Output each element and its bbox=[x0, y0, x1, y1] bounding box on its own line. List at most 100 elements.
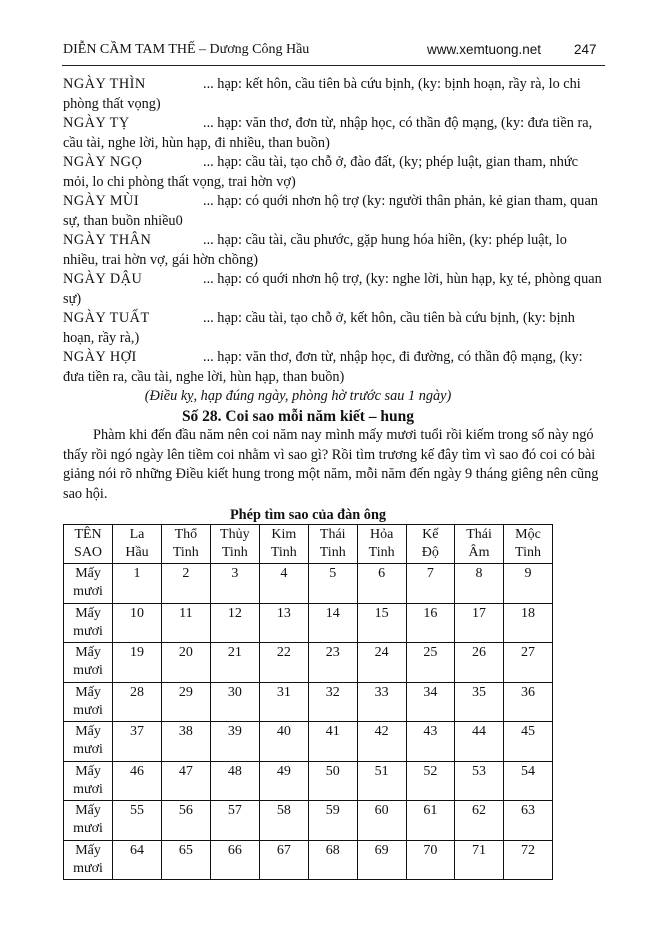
table-cell: Mấy mươi bbox=[62, 602, 114, 643]
table-caption: Phép tìm sao của đàn ông bbox=[229, 507, 387, 523]
table-cell: 52 bbox=[405, 760, 456, 801]
cell-line: Mấy bbox=[75, 566, 101, 581]
table-cell: Mộc Tinh bbox=[503, 524, 553, 564]
table-cell: Kế Độ bbox=[405, 524, 456, 564]
table-cell: Mấy mươi bbox=[62, 721, 114, 762]
book-title: DIỄN CẦM TAM THẾ – Dương Công Hầu bbox=[63, 42, 310, 57]
table-cell: 22 bbox=[258, 642, 309, 683]
day-entry: NGÀY NGỌ... hạp: cầu tài, tạo chỗ ở, đào… bbox=[63, 153, 603, 192]
cell-line: Tinh bbox=[515, 545, 541, 560]
table-cell: 40 bbox=[258, 721, 309, 762]
table-cell: 20 bbox=[160, 642, 211, 683]
table-cell: 23 bbox=[307, 642, 358, 683]
cell-line: Thái bbox=[466, 527, 492, 542]
section-title: Số 28. Coi sao mỗi năm kiết – hung bbox=[181, 407, 415, 425]
table-cell: 63 bbox=[503, 800, 553, 841]
day-entry: NGÀY TUẤT... hạp: cầu tài, tạo chỗ ở, kế… bbox=[63, 309, 603, 348]
table-cell: 70 bbox=[405, 839, 456, 880]
table-cell: 51 bbox=[356, 760, 407, 801]
day-name: NGÀY NGỌ bbox=[63, 154, 143, 170]
cell-line: mươi bbox=[73, 663, 103, 678]
cell-line: mươi bbox=[73, 821, 103, 836]
table-row: Mấy mươi 64 65 66 67 68 69 70 71 72 bbox=[62, 839, 553, 880]
table-cell: 9 bbox=[503, 563, 553, 604]
cell-line: Tinh bbox=[172, 545, 199, 560]
table-cell: 21 bbox=[209, 642, 260, 683]
day-text: ... hạp: cầu tài, tạo chỗ ở, kết hôn, cầ… bbox=[63, 310, 575, 346]
table-cell: 16 bbox=[405, 602, 456, 643]
day-entry: NGÀY THÂN... hạp: cầu tài, cầu phước, gặ… bbox=[63, 231, 603, 270]
cell-line: Thổ bbox=[174, 527, 198, 542]
table-cell: 15 bbox=[356, 602, 407, 643]
table-cell: 67 bbox=[258, 839, 309, 880]
table-cell: 37 bbox=[112, 721, 162, 762]
cell-line: Mấy bbox=[75, 803, 101, 818]
cell-line: Hỏa bbox=[369, 527, 394, 542]
cell-line: Tinh bbox=[221, 545, 248, 560]
table-cell: 64 bbox=[112, 839, 162, 880]
table-cell: 56 bbox=[160, 800, 211, 841]
table-cell: 12 bbox=[209, 602, 260, 643]
page-body: NGÀY THÌN... hạp: kết hôn, cầu tiên bà c… bbox=[62, 75, 603, 880]
table-row: Mấy mươi 19 20 21 22 23 24 25 26 27 bbox=[62, 642, 553, 683]
table-cell: Kim Tinh bbox=[258, 524, 309, 564]
cell-line: Tinh bbox=[319, 545, 346, 560]
day-entries: NGÀY THÌN... hạp: kết hôn, cầu tiên bà c… bbox=[63, 75, 603, 387]
day-entry: NGÀY THÌN... hạp: kết hôn, cầu tiên bà c… bbox=[63, 75, 603, 114]
table-cell: Mấy mươi bbox=[62, 642, 114, 683]
table-cell: 36 bbox=[503, 681, 553, 722]
table-cell: 65 bbox=[160, 839, 211, 880]
table-cell: 31 bbox=[258, 681, 309, 722]
cell-line: mươi bbox=[73, 623, 103, 639]
table-cell: Hỏa Tinh bbox=[356, 524, 407, 564]
table-cell: 28 bbox=[112, 681, 162, 722]
table-cell: 61 bbox=[405, 800, 456, 841]
day-name: NGÀY TỴ bbox=[63, 115, 130, 131]
day-entry: NGÀY MÙI... hạp: có quới nhơn hộ trợ (ky… bbox=[63, 192, 603, 231]
table-cell: 41 bbox=[307, 721, 358, 762]
table-row: Mấy mươi 55 56 57 58 59 60 61 62 63 bbox=[62, 800, 553, 841]
table-cell: TÊN SAO bbox=[62, 524, 114, 564]
day-entry: NGÀY TỴ... hạp: văn thơ, đơn từ, nhập họ… bbox=[63, 114, 603, 153]
table-cell: 4 bbox=[258, 563, 309, 604]
table-cell: 5 bbox=[307, 563, 358, 604]
cell-line: Mấy bbox=[75, 724, 101, 739]
table-cell: La Hầu bbox=[112, 524, 162, 564]
table-row: Mấy mươi 10 11 12 13 14 15 16 17 18 bbox=[62, 602, 553, 643]
table-cell: Thái Tinh bbox=[307, 524, 358, 564]
day-text: ... hạp: cầu tài, cầu phước, gặp hung hó… bbox=[63, 232, 567, 268]
cell-line: mươi bbox=[73, 702, 103, 718]
table-cell: 58 bbox=[258, 800, 309, 841]
cell-line: Mấy bbox=[75, 605, 101, 621]
table-header-row: TÊN SAO La Hầu Thổ Tinh Thủy Tinh Kim Tinh Thái Tin… bbox=[62, 524, 553, 564]
day-text: ... hạp: có quới nhơn hộ trợ, (ky: nghe … bbox=[63, 271, 602, 307]
website-link[interactable]: www.xemtuong.net bbox=[427, 42, 542, 57]
day-text: ... hạp: cầu tài, tạo chỗ ở, đào đất, (k… bbox=[63, 154, 579, 190]
table-cell: 59 bbox=[307, 800, 358, 841]
table-cell: 3 bbox=[209, 563, 260, 604]
cell-line: Mấy bbox=[75, 684, 101, 700]
table-cell: 66 bbox=[209, 839, 260, 880]
day-text: ... hạp: văn thơ, đơn từ, nhập học, đi đ… bbox=[63, 349, 583, 385]
table-cell: 46 bbox=[112, 760, 162, 801]
table-cell: 60 bbox=[356, 800, 407, 841]
cell-line: Mấy bbox=[75, 645, 101, 660]
header-divider bbox=[62, 65, 605, 66]
cell-line: Thủy bbox=[220, 527, 250, 542]
note: (Điều kỵ, hạp đúng ngày, phòng hờ trước … bbox=[144, 388, 452, 404]
table-cell: 27 bbox=[503, 642, 553, 683]
cell-line: Mấy bbox=[75, 842, 101, 858]
table-cell: 29 bbox=[160, 681, 211, 722]
cell-line: Tinh bbox=[270, 545, 297, 560]
cell-line: TÊN bbox=[74, 527, 102, 542]
table-cell: 14 bbox=[307, 602, 358, 643]
cell-line: mươi bbox=[73, 781, 103, 797]
table-cell: 25 bbox=[405, 642, 456, 683]
table-cell: Thổ Tinh bbox=[160, 524, 211, 564]
table-cell: 55 bbox=[112, 800, 162, 841]
cell-line: Tinh bbox=[368, 545, 395, 560]
day-name: NGÀY THÂN bbox=[63, 232, 152, 248]
cell-line: La bbox=[129, 527, 145, 542]
cell-line: Âm bbox=[468, 545, 490, 560]
table-cell: 17 bbox=[454, 602, 504, 643]
